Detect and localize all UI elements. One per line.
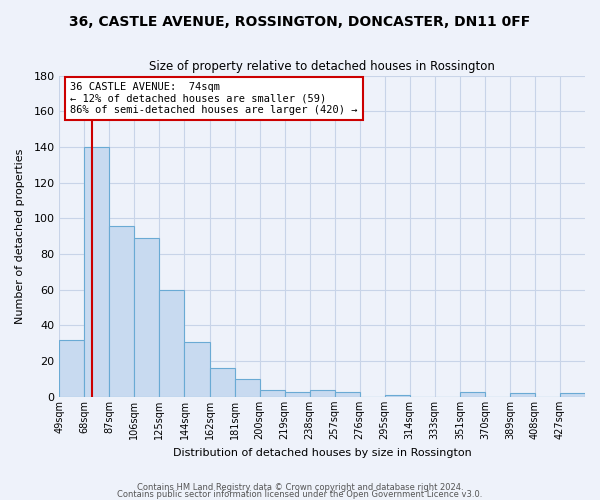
Bar (260, 390, 284, 397)
Text: Contains HM Land Registry data © Crown copyright and database right 2024.: Contains HM Land Registry data © Crown c… (137, 484, 463, 492)
Bar (335, 392, 360, 397)
Bar (59, 340, 85, 397)
Bar (109, 226, 134, 397)
Bar (510, 394, 535, 397)
Bar (310, 390, 335, 397)
Bar (209, 368, 235, 397)
Bar (160, 290, 184, 397)
Y-axis label: Number of detached properties: Number of detached properties (15, 148, 25, 324)
Bar (85, 147, 109, 397)
Bar (284, 392, 310, 397)
X-axis label: Distribution of detached houses by size in Rossington: Distribution of detached houses by size … (173, 448, 472, 458)
Bar (460, 392, 485, 397)
Text: Contains public sector information licensed under the Open Government Licence v3: Contains public sector information licen… (118, 490, 482, 499)
Text: 36, CASTLE AVENUE, ROSSINGTON, DONCASTER, DN11 0FF: 36, CASTLE AVENUE, ROSSINGTON, DONCASTER… (70, 15, 530, 29)
Bar (134, 238, 160, 397)
Title: Size of property relative to detached houses in Rossington: Size of property relative to detached ho… (149, 60, 495, 73)
Text: 36 CASTLE AVENUE:  74sqm
← 12% of detached houses are smaller (59)
86% of semi-d: 36 CASTLE AVENUE: 74sqm ← 12% of detache… (70, 82, 358, 115)
Bar (560, 394, 585, 397)
Bar (184, 342, 209, 397)
Bar (235, 379, 260, 397)
Bar (385, 395, 410, 397)
